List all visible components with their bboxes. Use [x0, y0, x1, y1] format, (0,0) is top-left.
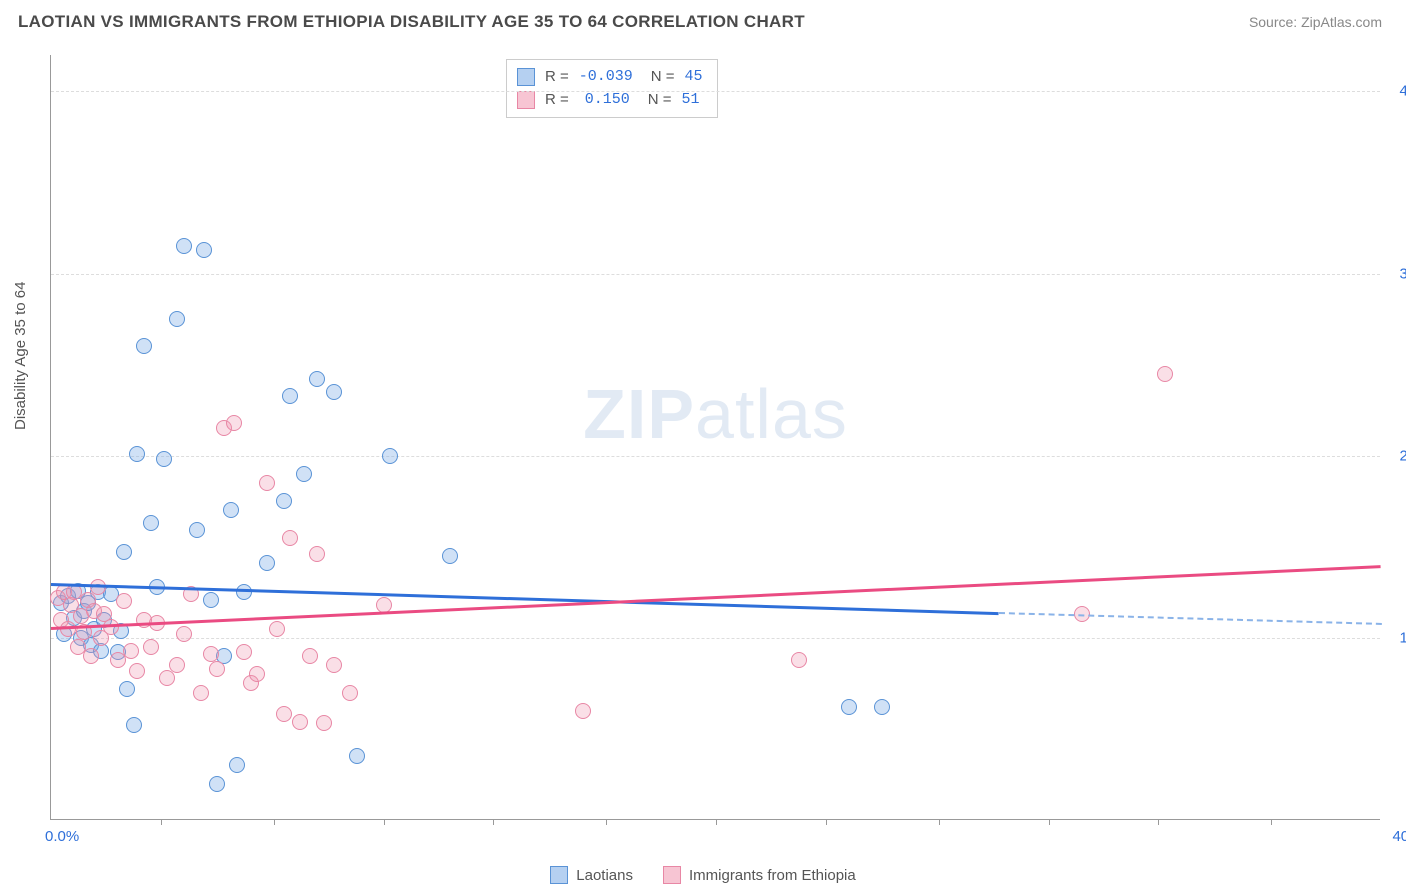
- data-point: [126, 717, 142, 733]
- data-point: [326, 384, 342, 400]
- xtick-label: 0.0%: [45, 828, 79, 845]
- gridline: [51, 274, 1380, 275]
- data-point: [249, 666, 265, 682]
- data-point: [841, 699, 857, 715]
- data-point: [349, 748, 365, 764]
- data-point: [129, 446, 145, 462]
- data-point: [123, 643, 139, 659]
- xtick-mark: [606, 819, 607, 825]
- xtick-mark: [384, 819, 385, 825]
- chart-header: LAOTIAN VS IMMIGRANTS FROM ETHIOPIA DISA…: [0, 0, 1406, 40]
- data-point: [189, 522, 205, 538]
- source-attribution: Source: ZipAtlas.com: [1249, 14, 1382, 30]
- data-point: [309, 546, 325, 562]
- data-point: [203, 592, 219, 608]
- data-point: [209, 661, 225, 677]
- data-point: [193, 685, 209, 701]
- data-point: [259, 475, 275, 491]
- data-point: [276, 706, 292, 722]
- ytick-label: 20.0%: [1399, 447, 1406, 464]
- data-point: [302, 648, 318, 664]
- stats-row-laotians: R = -0.039 N = 45: [517, 66, 703, 89]
- data-point: [196, 242, 212, 258]
- data-point: [83, 648, 99, 664]
- legend-item-ethiopia: Immigrants from Ethiopia: [663, 866, 856, 884]
- xtick-mark: [1158, 819, 1159, 825]
- legend-item-laotians: Laotians: [550, 866, 633, 884]
- data-point: [316, 715, 332, 731]
- data-point: [269, 621, 285, 637]
- data-point: [236, 644, 252, 660]
- r-label: R =: [545, 66, 569, 89]
- swatch-blue-icon: [550, 866, 568, 884]
- xtick-mark: [274, 819, 275, 825]
- bottom-legend: Laotians Immigrants from Ethiopia: [0, 866, 1406, 884]
- chart-title: LAOTIAN VS IMMIGRANTS FROM ETHIOPIA DISA…: [18, 12, 805, 32]
- swatch-pink-icon: [517, 91, 535, 109]
- data-point: [326, 657, 342, 673]
- data-point: [116, 544, 132, 560]
- xtick-mark: [1271, 819, 1272, 825]
- data-point: [342, 685, 358, 701]
- trend-line: [51, 565, 1381, 629]
- xtick-mark: [161, 819, 162, 825]
- gridline: [51, 456, 1380, 457]
- data-point: [229, 757, 245, 773]
- data-point: [282, 530, 298, 546]
- data-point: [236, 584, 252, 600]
- stats-legend: R = -0.039 N = 45 R = 0.150 N = 51: [506, 59, 718, 118]
- data-point: [176, 238, 192, 254]
- data-point: [169, 657, 185, 673]
- data-point: [282, 388, 298, 404]
- r-value-blue: -0.039: [579, 66, 633, 89]
- plot-area: ZIPatlas R = -0.039 N = 45 R = 0.150 N =…: [50, 55, 1380, 820]
- xtick-mark: [716, 819, 717, 825]
- data-point: [226, 415, 242, 431]
- data-point: [1157, 366, 1173, 382]
- data-point: [223, 502, 239, 518]
- swatch-blue-icon: [517, 68, 535, 86]
- data-point: [116, 593, 132, 609]
- ytick-label: 30.0%: [1399, 265, 1406, 282]
- trend-line: [999, 612, 1381, 625]
- data-point: [209, 776, 225, 792]
- data-point: [156, 451, 172, 467]
- data-point: [791, 652, 807, 668]
- data-point: [874, 699, 890, 715]
- n-label: N =: [651, 66, 675, 89]
- gridline: [51, 638, 1380, 639]
- legend-label: Immigrants from Ethiopia: [689, 867, 856, 884]
- data-point: [129, 663, 145, 679]
- data-point: [309, 371, 325, 387]
- gridline: [51, 91, 1380, 92]
- xtick-label: 40.0%: [1392, 828, 1406, 845]
- xtick-mark: [493, 819, 494, 825]
- data-point: [382, 448, 398, 464]
- n-value-blue: 45: [685, 66, 703, 89]
- xtick-mark: [939, 819, 940, 825]
- xtick-mark: [1049, 819, 1050, 825]
- ytick-label: 40.0%: [1399, 83, 1406, 100]
- data-point: [119, 681, 135, 697]
- data-point: [296, 466, 312, 482]
- data-point: [442, 548, 458, 564]
- data-point: [169, 311, 185, 327]
- data-point: [143, 515, 159, 531]
- legend-label: Laotians: [576, 867, 633, 884]
- y-axis-label: Disability Age 35 to 64: [12, 282, 29, 430]
- ytick-label: 10.0%: [1399, 629, 1406, 646]
- watermark-text: ZIPatlas: [583, 374, 848, 454]
- data-point: [259, 555, 275, 571]
- data-point: [136, 338, 152, 354]
- data-point: [575, 703, 591, 719]
- data-point: [292, 714, 308, 730]
- data-point: [143, 639, 159, 655]
- swatch-pink-icon: [663, 866, 681, 884]
- data-point: [276, 493, 292, 509]
- xtick-mark: [826, 819, 827, 825]
- data-point: [176, 626, 192, 642]
